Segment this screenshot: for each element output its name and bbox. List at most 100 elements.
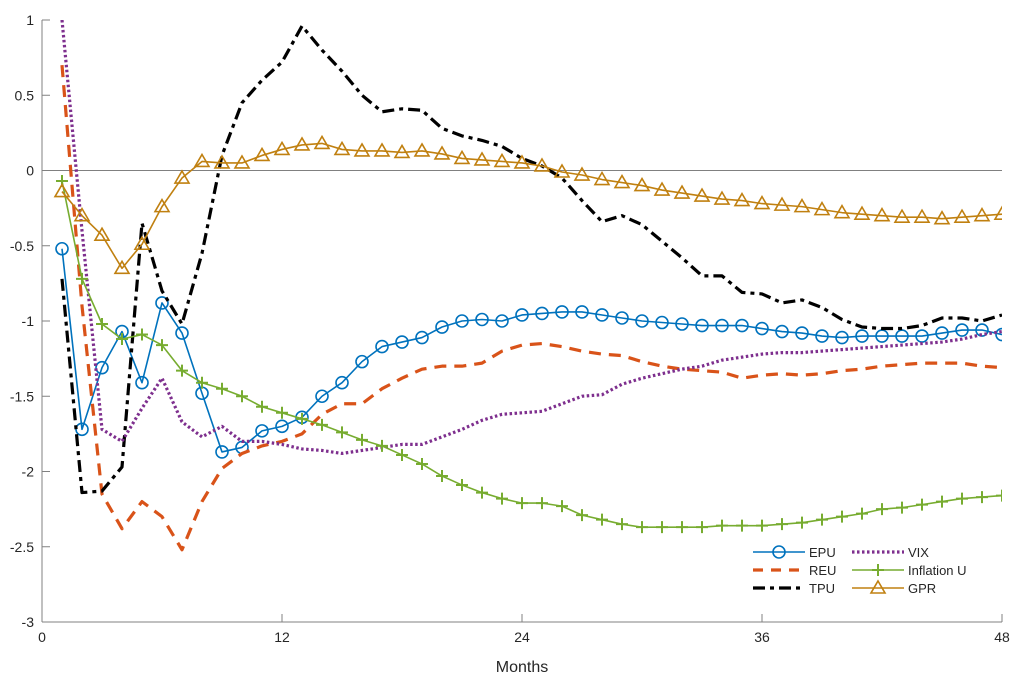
plus-marker bbox=[836, 510, 848, 523]
y-tick-label: 0 bbox=[26, 163, 34, 179]
plus-marker bbox=[396, 448, 408, 461]
plus-marker bbox=[236, 390, 248, 403]
plus-marker bbox=[556, 500, 568, 513]
triangle-marker bbox=[993, 205, 1002, 220]
plus-marker bbox=[136, 328, 148, 341]
circle-marker bbox=[375, 339, 389, 354]
triangle-marker bbox=[869, 579, 887, 594]
circle-marker bbox=[335, 375, 349, 390]
circle-marker bbox=[795, 326, 809, 340]
plus-marker bbox=[636, 521, 648, 534]
circle-marker bbox=[935, 326, 949, 340]
series-line bbox=[61, 248, 1002, 453]
triangle-marker bbox=[493, 152, 511, 168]
legend-label: EPU bbox=[809, 545, 836, 560]
plus-marker bbox=[276, 406, 288, 419]
y-tick-label: -1 bbox=[22, 313, 35, 329]
triangle-marker bbox=[413, 142, 431, 157]
plus-marker bbox=[576, 509, 588, 522]
triangle-marker bbox=[373, 142, 391, 157]
y-tick-label: -3 bbox=[22, 614, 35, 630]
plus-marker bbox=[816, 513, 828, 526]
x-axis-label: Months bbox=[496, 659, 548, 676]
triangle-marker bbox=[433, 145, 451, 160]
plus-marker bbox=[776, 518, 788, 531]
circle-marker bbox=[215, 445, 229, 459]
series-line bbox=[60, 65, 1002, 552]
triangle-marker bbox=[933, 210, 951, 225]
triangle-marker bbox=[133, 235, 151, 251]
plus-marker bbox=[376, 439, 388, 452]
series-group bbox=[53, 20, 1002, 552]
legend-label: TPU bbox=[809, 581, 835, 596]
x-tick-label: 24 bbox=[514, 629, 530, 645]
circle-marker bbox=[55, 241, 69, 256]
triangle-marker bbox=[233, 154, 251, 169]
circle-marker bbox=[575, 305, 589, 319]
legend-item: REU bbox=[753, 563, 836, 578]
circle-marker bbox=[475, 312, 489, 327]
plus-marker bbox=[516, 497, 528, 510]
triangle-marker bbox=[853, 205, 871, 220]
plus-marker bbox=[96, 318, 108, 331]
plus-marker bbox=[736, 519, 748, 532]
plus-marker bbox=[656, 521, 668, 534]
circle-marker bbox=[495, 314, 509, 328]
circle-marker bbox=[655, 315, 669, 330]
plus-marker bbox=[976, 491, 988, 504]
legend-item: Inflation U bbox=[852, 563, 967, 578]
circle-marker bbox=[255, 424, 269, 438]
triangle-marker bbox=[533, 157, 551, 172]
circle-marker bbox=[775, 324, 789, 339]
circle-marker bbox=[735, 318, 749, 333]
circle-marker bbox=[535, 306, 549, 321]
plus-marker bbox=[176, 364, 188, 377]
legend-label: VIX bbox=[908, 545, 929, 560]
plus-marker bbox=[296, 412, 308, 425]
plus-marker bbox=[496, 492, 508, 505]
triangle-marker bbox=[673, 184, 691, 199]
triangle-marker bbox=[153, 198, 171, 213]
triangle-marker bbox=[613, 173, 631, 189]
legend-item: EPU bbox=[753, 545, 836, 560]
circle-marker bbox=[635, 314, 649, 328]
circle-marker bbox=[675, 317, 689, 331]
plus-marker bbox=[616, 518, 628, 531]
plus-marker bbox=[896, 501, 908, 514]
triangle-marker bbox=[593, 170, 611, 186]
triangle-marker bbox=[513, 154, 531, 169]
legend: EPU REU TPU VIX Inflation U GPR bbox=[753, 545, 967, 596]
x-tick-label: 36 bbox=[754, 629, 770, 645]
plus-marker bbox=[756, 519, 768, 532]
circle-marker bbox=[515, 308, 529, 322]
triangle-marker bbox=[693, 187, 711, 202]
series-line bbox=[61, 180, 1002, 528]
legend-item: VIX bbox=[852, 545, 929, 560]
triangle-marker bbox=[953, 208, 971, 223]
triangle-marker bbox=[753, 195, 771, 210]
x-tick-label: 0 bbox=[38, 629, 46, 645]
plus-marker bbox=[872, 564, 884, 576]
circle-marker bbox=[995, 327, 1002, 342]
plus-marker bbox=[256, 400, 268, 413]
plus-marker bbox=[856, 507, 868, 520]
circle-marker bbox=[955, 323, 969, 337]
series-epu bbox=[55, 241, 1002, 459]
triangle-marker bbox=[633, 176, 651, 192]
triangle-marker bbox=[53, 182, 71, 198]
triangle-marker bbox=[813, 201, 831, 216]
series-gpr bbox=[53, 134, 1002, 275]
plus-marker bbox=[796, 516, 808, 529]
series-tpu bbox=[60, 24, 1002, 495]
triangle-marker bbox=[213, 154, 231, 169]
triangle-marker bbox=[193, 152, 211, 168]
triangle-marker bbox=[333, 140, 351, 156]
legend-label: Inflation U bbox=[908, 563, 967, 578]
triangle-marker bbox=[273, 140, 291, 156]
triangle-marker bbox=[873, 207, 891, 222]
circle-marker bbox=[455, 314, 469, 328]
circle-marker bbox=[315, 389, 329, 404]
x-tick-label: 12 bbox=[274, 629, 290, 645]
plus-marker bbox=[356, 433, 368, 446]
